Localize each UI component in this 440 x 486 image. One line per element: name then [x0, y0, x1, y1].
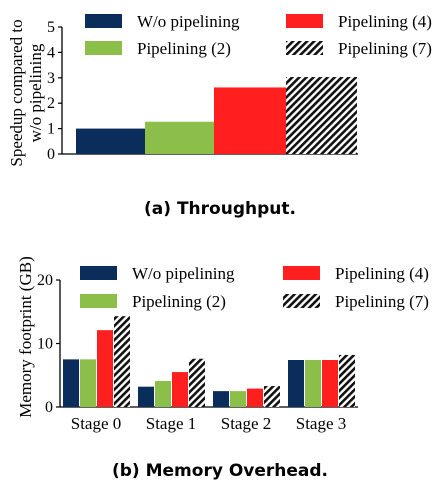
memory-y-tick-label: 20	[37, 272, 53, 289]
throughput-legend-label-w-o-pipelining: W/o pipelining	[137, 12, 240, 31]
throughput-bars	[76, 77, 357, 154]
memory-bar-stage-2-w-o-pipelining	[213, 391, 229, 407]
memory-bar-stage-1-pipelining-2	[155, 380, 171, 407]
throughput-y-axis-label-line2: w/o pipelining	[26, 43, 45, 142]
throughput-bar-w-o-pipelining	[76, 128, 145, 154]
memory-caption: (b) Memory Overhead.	[112, 461, 328, 481]
throughput-legend-label-pipelining-7: Pipelining (7)	[338, 39, 432, 58]
throughput-legend-swatch-w-o-pipelining	[85, 14, 122, 28]
memory-bar-stage-0-pipelining-4	[97, 330, 113, 407]
throughput-y-tick-label: 5	[47, 19, 55, 36]
memory-bar-stage-0-pipelining-7	[114, 316, 130, 407]
memory-y-tick-label: 10	[37, 336, 53, 353]
memory-legend-swatch-pipelining-7	[283, 294, 320, 308]
throughput-y-tick-label: 3	[47, 70, 55, 87]
throughput-y-tick-label: 4	[47, 44, 55, 61]
throughput-y-axis-label-line1: Speedup compared to	[7, 19, 26, 166]
throughput-y-tick-label: 1	[47, 121, 55, 138]
throughput-bar-pipelining-7	[286, 77, 357, 154]
memory-bar-stage-0-w-o-pipelining	[63, 359, 79, 407]
memory-x-tick-label: Stage 0	[71, 414, 122, 433]
throughput-legend-label-pipelining-4: Pipelining (4)	[338, 12, 432, 31]
memory-bar-stage-3-pipelining-7	[339, 354, 355, 407]
throughput-y-axis-label: Speedup compared to w/o pipelining	[7, 19, 45, 166]
memory-y-tick-label: 0	[45, 399, 53, 416]
memory-legend: W/o pipelining Pipelining (2) Pipelining (…	[80, 264, 429, 311]
memory-bars	[63, 316, 355, 407]
memory-bar-stage-2-pipelining-4	[247, 388, 263, 407]
memory-bar-stage-2-pipelining-7	[264, 386, 280, 407]
memory-legend-label-pipelining-2: Pipelining (2)	[132, 292, 226, 311]
throughput-bar-pipelining-4	[214, 87, 286, 154]
memory-bar-stage-1-w-o-pipelining	[138, 386, 154, 407]
memory-legend-swatch-pipelining-4	[283, 266, 320, 280]
memory-legend-label-w-o-pipelining: W/o pipelining	[132, 264, 235, 283]
throughput-legend-label-pipelining-2: Pipelining (2)	[137, 39, 231, 58]
memory-bar-stage-0-pipelining-2	[80, 359, 96, 407]
throughput-y-tick-label: 0	[47, 146, 55, 163]
memory-x-tick-label: Stage 1	[146, 414, 197, 433]
memory-x-tick-labels: Stage 0 Stage 1 Stage 2 Stage 3	[71, 414, 347, 433]
memory-legend-swatch-w-o-pipelining	[80, 266, 117, 280]
memory-x-tick-label: Stage 3	[296, 414, 347, 433]
memory-legend-swatch-pipelining-2	[80, 294, 117, 308]
throughput-legend: W/o pipelining Pipelining (2) Pipelining (…	[85, 12, 432, 58]
memory-bar-stage-1-pipelining-7	[189, 358, 205, 407]
memory-x-tick-label: Stage 2	[221, 414, 272, 433]
memory-bar-stage-3-pipelining-2	[305, 360, 321, 407]
throughput-y-tick-label: 2	[47, 95, 55, 112]
memory-bar-stage-3-w-o-pipelining	[288, 360, 304, 407]
throughput-legend-swatch-pipelining-4	[286, 14, 323, 28]
memory-legend-label-pipelining-7: Pipelining (7)	[335, 292, 429, 311]
throughput-bar-pipelining-2	[145, 121, 214, 154]
throughput-caption: (a) Throughput.	[144, 199, 296, 219]
memory-y-axis-label: Memory footprint (GB)	[16, 256, 35, 417]
memory-legend-label-pipelining-4: Pipelining (4)	[335, 264, 429, 283]
memory-bar-stage-2-pipelining-2	[230, 391, 246, 407]
throughput-chart: Speedup compared to w/o pipelining 0 1 2 3 4…	[7, 12, 432, 219]
memory-bar-stage-3-pipelining-4	[322, 360, 338, 407]
memory-bar-stage-1-pipelining-4	[172, 372, 188, 407]
throughput-legend-swatch-pipelining-7	[286, 41, 323, 55]
throughput-legend-swatch-pipelining-2	[85, 41, 122, 55]
